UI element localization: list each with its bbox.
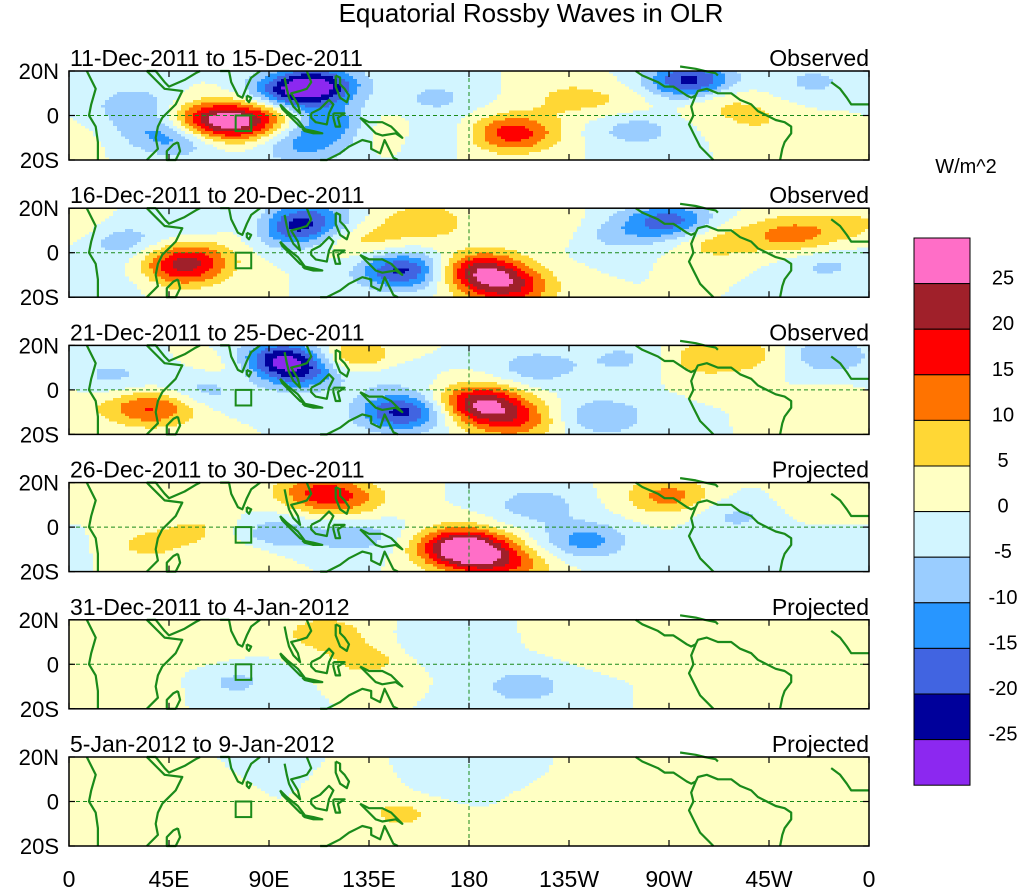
chart-title: Equatorial Rossby Waves in OLR [339,0,724,28]
rossby-wave-figure: Equatorial Rossby Waves in OLR 20N020S11… [0,0,1021,890]
